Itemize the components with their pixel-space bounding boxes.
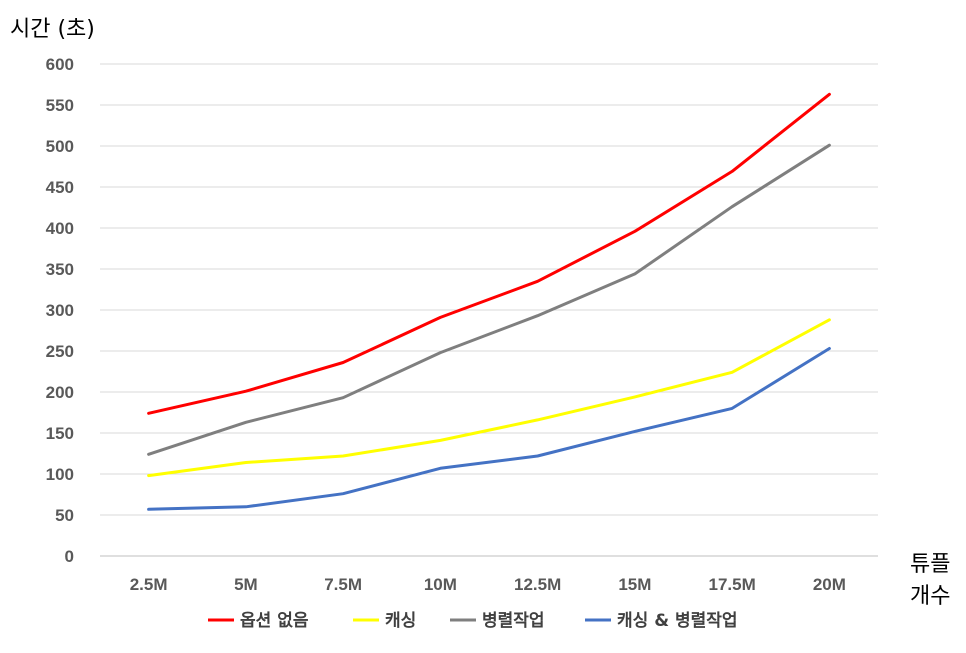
- y-axis-title: 시간 (초): [10, 17, 95, 42]
- legend-label: 캐싱 & 병렬작업: [617, 610, 738, 631]
- series-line-2: [147, 143, 831, 456]
- y-tick-label: 0: [65, 547, 74, 566]
- x-axis-title-line-2: 개수: [910, 584, 950, 609]
- x-tick-label: 5M: [234, 575, 258, 594]
- y-tick-label: 250: [46, 342, 74, 361]
- y-tick-label: 450: [46, 178, 74, 197]
- x-tick-label: 2.5M: [130, 575, 168, 594]
- x-tick-label: 15M: [618, 575, 651, 594]
- x-tick-label: 7.5M: [324, 575, 362, 594]
- series-line-1: [147, 318, 831, 478]
- x-tick-label: 17.5M: [709, 575, 756, 594]
- gridlines: [100, 63, 878, 557]
- y-tick-label: 400: [46, 219, 74, 238]
- y-tick-label: 500: [46, 137, 74, 156]
- y-axis-ticks: 0 50 100 150 200 250 300 350 400 450 500 550 600: [46, 55, 74, 566]
- y-tick-label: 300: [46, 301, 74, 320]
- series-line-0: [147, 92, 831, 415]
- legend-label: 캐싱: [385, 611, 416, 631]
- legend-label: 옵션 없음: [240, 611, 309, 631]
- y-tick-label: 600: [46, 55, 74, 74]
- x-tick-label: 20M: [813, 575, 846, 594]
- y-tick-label: 150: [46, 424, 74, 443]
- legend: 옵션 없음 캐싱 병렬작업 캐싱 & 병렬작업: [208, 610, 738, 631]
- x-tick-label: 10M: [424, 575, 457, 594]
- series-lines: [147, 92, 831, 511]
- y-tick-label: 50: [55, 506, 74, 525]
- y-tick-label: 350: [46, 260, 74, 279]
- y-tick-label: 100: [46, 465, 74, 484]
- x-axis-ticks: 2.5M 5M 7.5M 10M 12.5M 15M 17.5M 20M: [130, 575, 846, 594]
- y-tick-label: 550: [46, 96, 74, 115]
- x-axis-title-line-1: 튜플: [910, 552, 950, 577]
- y-tick-label: 200: [46, 383, 74, 402]
- x-tick-label: 12.5M: [514, 575, 561, 594]
- legend-label: 병렬작업: [482, 610, 545, 631]
- series-line-3: [147, 347, 831, 511]
